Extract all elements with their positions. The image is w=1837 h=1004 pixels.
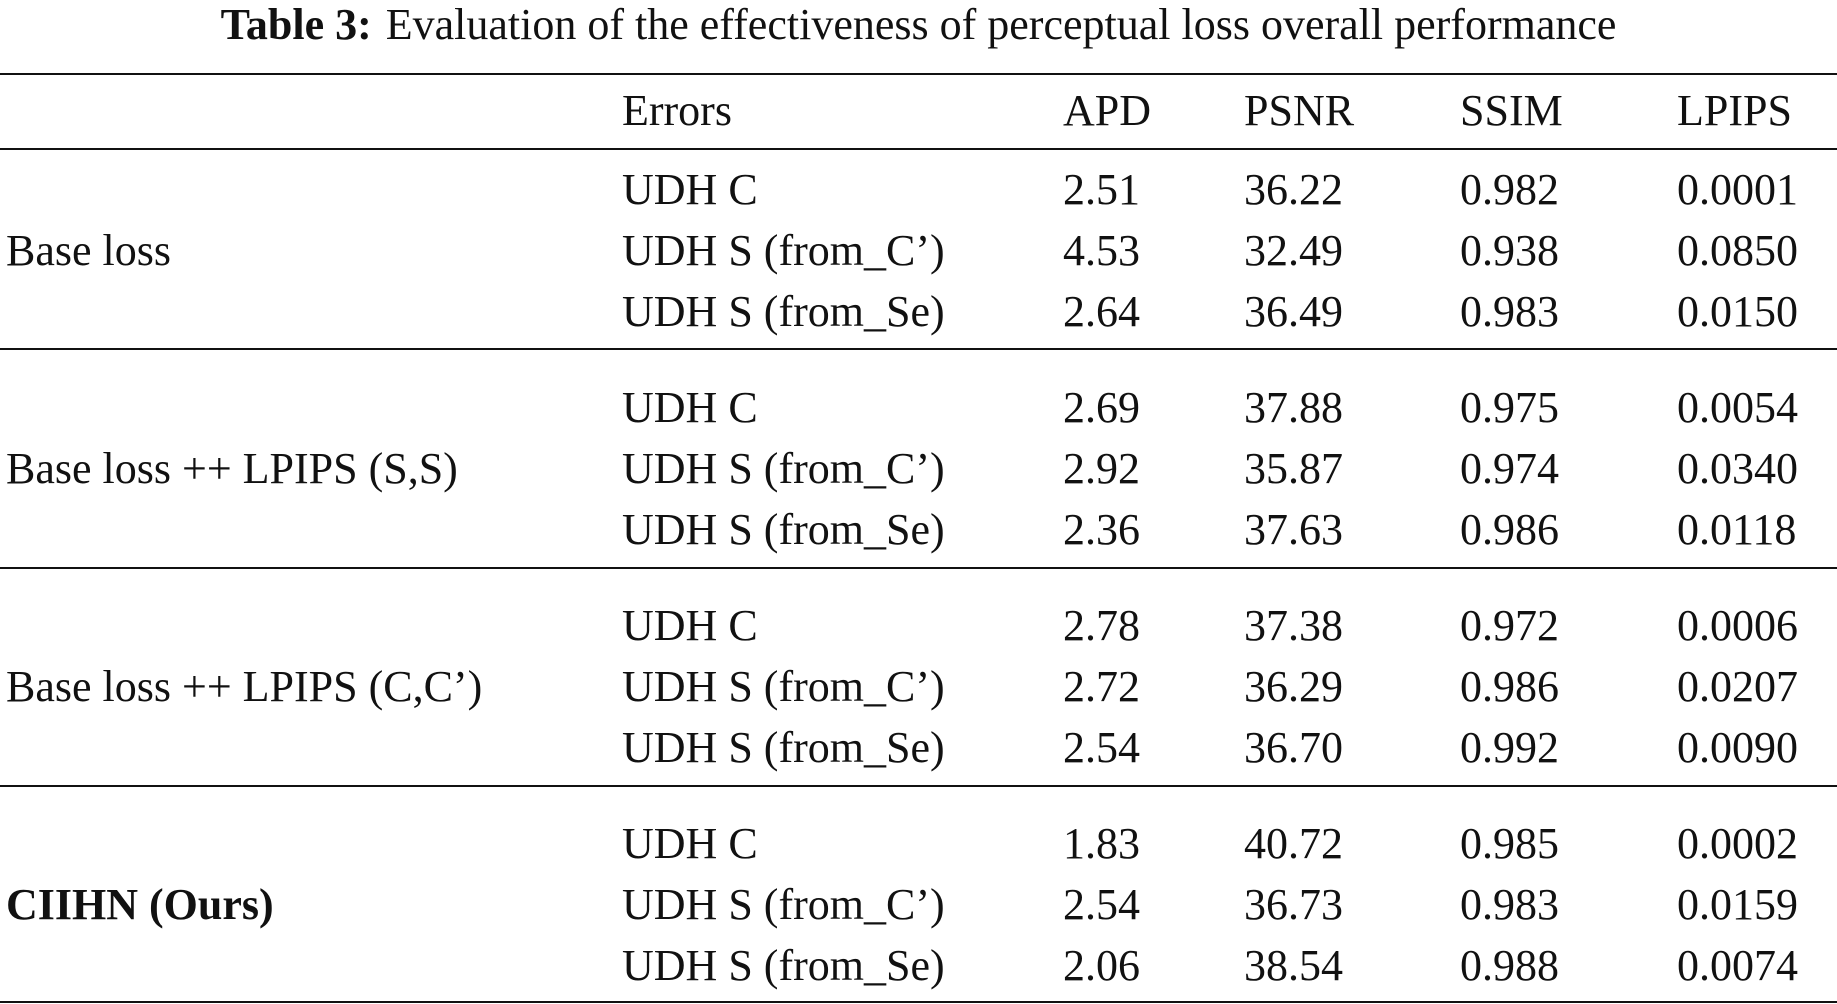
group-method-label: CIIHN (Ours): [6, 880, 274, 929]
cell-psnr: 36.22: [1244, 165, 1343, 214]
cell-ssim: 0.983: [1460, 880, 1559, 929]
cell-ssim: 0.983: [1460, 287, 1559, 336]
cell-psnr: 32.49: [1244, 226, 1343, 275]
cell-lpips: 0.0054: [1677, 383, 1798, 432]
cell-apd: 2.54: [1063, 880, 1140, 929]
cell-psnr: 35.87: [1244, 444, 1343, 493]
group-method-label: Base loss: [6, 226, 171, 275]
cell-errors: UDH S (from_C’): [622, 880, 945, 929]
table-bottom-rule: [0, 1001, 1837, 1003]
cell-apd: 2.36: [1063, 505, 1140, 554]
header-psnr: PSNR: [1244, 86, 1355, 135]
cell-errors: UDH C: [622, 601, 758, 650]
table-caption: Table 3: Evaluation of the effectiveness …: [0, 0, 1837, 60]
cell-apd: 4.53: [1063, 226, 1140, 275]
cell-errors: UDH C: [622, 165, 758, 214]
cell-ssim: 0.938: [1460, 226, 1559, 275]
cell-lpips: 0.0002: [1677, 819, 1798, 868]
cell-psnr: 37.63: [1244, 505, 1343, 554]
header-apd: APD: [1063, 86, 1152, 135]
cell-apd: 2.78: [1063, 601, 1140, 650]
cell-lpips: 0.0074: [1677, 941, 1798, 990]
cell-lpips: 0.0001: [1677, 165, 1798, 214]
cell-psnr: 36.73: [1244, 880, 1343, 929]
cell-apd: 2.06: [1063, 941, 1140, 990]
header-ssim: SSIM: [1460, 86, 1563, 135]
cell-ssim: 0.992: [1460, 723, 1559, 772]
group-method-label: Base loss ++ LPIPS (S,S): [6, 444, 458, 493]
cell-lpips: 0.0006: [1677, 601, 1798, 650]
group-method-label: Base loss ++ LPIPS (C,C’): [6, 662, 483, 711]
cell-psnr: 37.88: [1244, 383, 1343, 432]
cell-lpips: 0.0207: [1677, 662, 1798, 711]
cell-ssim: 0.985: [1460, 819, 1559, 868]
cell-apd: 2.51: [1063, 165, 1140, 214]
header-lpips: LPIPS: [1677, 86, 1792, 135]
cell-ssim: 0.974: [1460, 444, 1559, 493]
cell-errors: UDH S (from_Se): [622, 505, 945, 554]
header-errors: Errors: [622, 86, 732, 135]
cell-lpips: 0.0850: [1677, 226, 1798, 275]
cell-ssim: 0.975: [1460, 383, 1559, 432]
cell-apd: 2.54: [1063, 723, 1140, 772]
group-divider: [0, 567, 1837, 569]
cell-lpips: 0.0118: [1677, 505, 1797, 554]
table-header-rule: [0, 148, 1837, 150]
cell-apd: 2.72: [1063, 662, 1140, 711]
cell-errors: UDH C: [622, 383, 758, 432]
group-divider: [0, 348, 1837, 350]
cell-apd: 2.69: [1063, 383, 1140, 432]
cell-psnr: 37.38: [1244, 601, 1343, 650]
cell-errors: UDH S (from_Se): [622, 723, 945, 772]
table-caption-label: Table 3:: [220, 0, 372, 49]
cell-errors: UDH S (from_C’): [622, 444, 945, 493]
cell-psnr: 36.49: [1244, 287, 1343, 336]
cell-psnr: 36.29: [1244, 662, 1343, 711]
cell-ssim: 0.972: [1460, 601, 1559, 650]
cell-apd: 1.83: [1063, 819, 1140, 868]
cell-errors: UDH S (from_C’): [622, 226, 945, 275]
cell-ssim: 0.988: [1460, 941, 1559, 990]
cell-lpips: 0.0159: [1677, 880, 1798, 929]
cell-psnr: 40.72: [1244, 819, 1343, 868]
cell-ssim: 0.986: [1460, 505, 1559, 554]
table-top-rule: [0, 73, 1837, 75]
cell-lpips: 0.0090: [1677, 723, 1798, 772]
cell-errors: UDH S (from_C’): [622, 662, 945, 711]
cell-errors: UDH S (from_Se): [622, 941, 945, 990]
cell-apd: 2.64: [1063, 287, 1140, 336]
cell-psnr: 38.54: [1244, 941, 1343, 990]
cell-apd: 2.92: [1063, 444, 1140, 493]
cell-ssim: 0.982: [1460, 165, 1559, 214]
table-caption-text: Evaluation of the effectiveness of perce…: [385, 0, 1617, 49]
cell-ssim: 0.986: [1460, 662, 1559, 711]
cell-errors: UDH C: [622, 819, 758, 868]
cell-psnr: 36.70: [1244, 723, 1343, 772]
cell-lpips: 0.0340: [1677, 444, 1798, 493]
cell-lpips: 0.0150: [1677, 287, 1798, 336]
cell-errors: UDH S (from_Se): [622, 287, 945, 336]
group-divider: [0, 785, 1837, 787]
